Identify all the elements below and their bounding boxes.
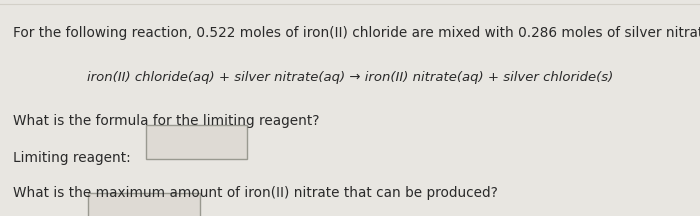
Text: What is the formula for the limiting reagent?: What is the formula for the limiting rea…	[13, 114, 319, 129]
Text: What is the maximum amount of iron(II) nitrate that can be produced?: What is the maximum amount of iron(II) n…	[13, 186, 498, 200]
Text: iron(II) chloride(aq) + silver nitrate(aq) → iron(II) nitrate(aq) + silver chlor: iron(II) chloride(aq) + silver nitrate(a…	[87, 71, 613, 84]
FancyBboxPatch shape	[146, 125, 247, 159]
Text: Limiting reagent:: Limiting reagent:	[13, 151, 130, 165]
FancyBboxPatch shape	[88, 193, 200, 216]
Text: For the following reaction, 0.522 moles of iron(II) chloride are mixed with 0.28: For the following reaction, 0.522 moles …	[13, 26, 700, 40]
